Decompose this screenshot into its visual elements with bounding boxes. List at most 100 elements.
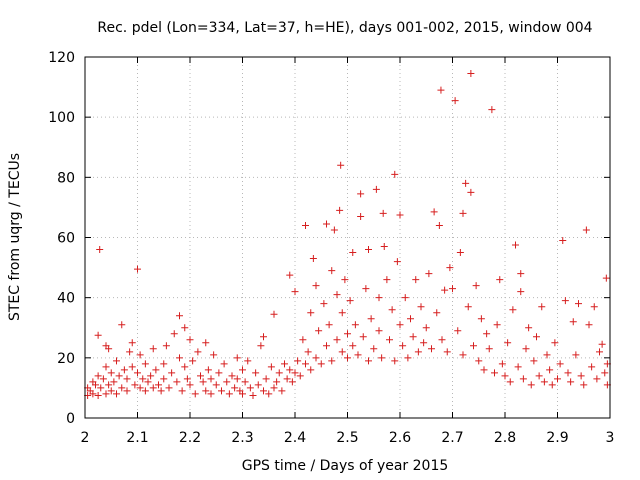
- data-point: [183, 375, 191, 383]
- data-point: [160, 375, 168, 383]
- data-point: [191, 390, 199, 398]
- data-point: [430, 208, 438, 216]
- data-point: [370, 345, 378, 353]
- data-point: [538, 303, 546, 311]
- data-point: [546, 366, 554, 374]
- data-point: [323, 220, 330, 228]
- data-point: [113, 390, 120, 398]
- data-point: [354, 351, 362, 359]
- data-point: [288, 378, 296, 386]
- data-point: [323, 342, 330, 350]
- data-point: [535, 372, 543, 380]
- data-point: [147, 372, 155, 380]
- data-point: [197, 372, 204, 380]
- data-point: [396, 211, 404, 219]
- data-point: [181, 324, 189, 332]
- grid-lines: [85, 57, 610, 418]
- data-point: [176, 354, 183, 362]
- x-tick-label: 2.1: [126, 430, 148, 446]
- data-point: [152, 366, 160, 374]
- x-tick-label: 2.8: [494, 430, 516, 446]
- data-point: [89, 390, 97, 398]
- x-tick-label: 2.2: [179, 430, 201, 446]
- data-point: [131, 381, 139, 389]
- data-point: [202, 387, 210, 395]
- data-point: [134, 265, 141, 273]
- data-point: [186, 381, 194, 389]
- data-point: [210, 351, 218, 359]
- data-point: [233, 375, 241, 383]
- data-point: [420, 339, 428, 347]
- data-point: [333, 291, 341, 299]
- data-point: [575, 300, 582, 308]
- data-point: [307, 309, 315, 317]
- data-point: [349, 342, 357, 350]
- data-point: [551, 339, 559, 347]
- data-point: [333, 336, 341, 344]
- data-point: [379, 209, 387, 217]
- data-point: [425, 270, 433, 278]
- data-point: [341, 276, 349, 284]
- data-point: [309, 255, 317, 263]
- data-point: [378, 354, 386, 362]
- data-point: [128, 363, 136, 371]
- data-point: [136, 384, 144, 392]
- data-point: [559, 237, 567, 245]
- data-point: [144, 378, 152, 386]
- data-point: [99, 375, 107, 383]
- data-point: [337, 161, 345, 169]
- data-point: [330, 226, 338, 234]
- data-point: [375, 327, 383, 335]
- data-point: [241, 378, 249, 386]
- data-point: [278, 387, 286, 395]
- data-point: [338, 348, 346, 356]
- data-point: [123, 387, 131, 395]
- data-point: [252, 369, 260, 377]
- data-point: [215, 369, 223, 377]
- data-point: [530, 357, 538, 365]
- data-point: [344, 354, 351, 362]
- data-point: [422, 324, 430, 332]
- data-point: [286, 271, 294, 279]
- data-point: [351, 321, 359, 329]
- data-point: [207, 390, 215, 398]
- axis-ticks: [84, 56, 611, 419]
- data-point: [399, 342, 407, 350]
- data-point: [383, 276, 391, 284]
- data-point: [543, 351, 551, 359]
- data-point: [435, 221, 443, 229]
- data-point: [115, 372, 123, 380]
- data-point: [223, 378, 231, 386]
- data-point: [365, 357, 372, 365]
- data-point: [139, 375, 147, 383]
- data-point: [533, 333, 540, 341]
- data-point: [225, 390, 233, 398]
- data-point: [123, 375, 131, 383]
- data-point: [113, 357, 120, 365]
- data-point: [527, 381, 535, 389]
- data-point: [437, 86, 445, 94]
- data-point: [336, 206, 344, 214]
- data-point: [141, 360, 149, 368]
- data-point: [491, 369, 498, 377]
- data-point: [388, 306, 396, 314]
- data-point: [325, 321, 333, 329]
- data-point: [160, 360, 168, 368]
- data-point: [567, 378, 575, 386]
- data-point: [433, 309, 441, 317]
- y-tick-label: 40: [57, 291, 75, 307]
- x-tick-label: 2.6: [389, 430, 411, 446]
- data-point: [317, 360, 325, 368]
- data-point: [462, 179, 470, 187]
- data-point: [173, 378, 181, 386]
- data-point: [598, 340, 606, 348]
- data-point: [593, 375, 601, 383]
- data-point: [262, 375, 270, 383]
- data-point: [267, 363, 275, 371]
- x-tick-label: 2.5: [336, 430, 358, 446]
- data-point: [239, 366, 246, 374]
- data-point: [102, 390, 110, 398]
- data-point: [346, 297, 354, 305]
- data-point: [199, 378, 207, 386]
- data-point: [239, 390, 246, 398]
